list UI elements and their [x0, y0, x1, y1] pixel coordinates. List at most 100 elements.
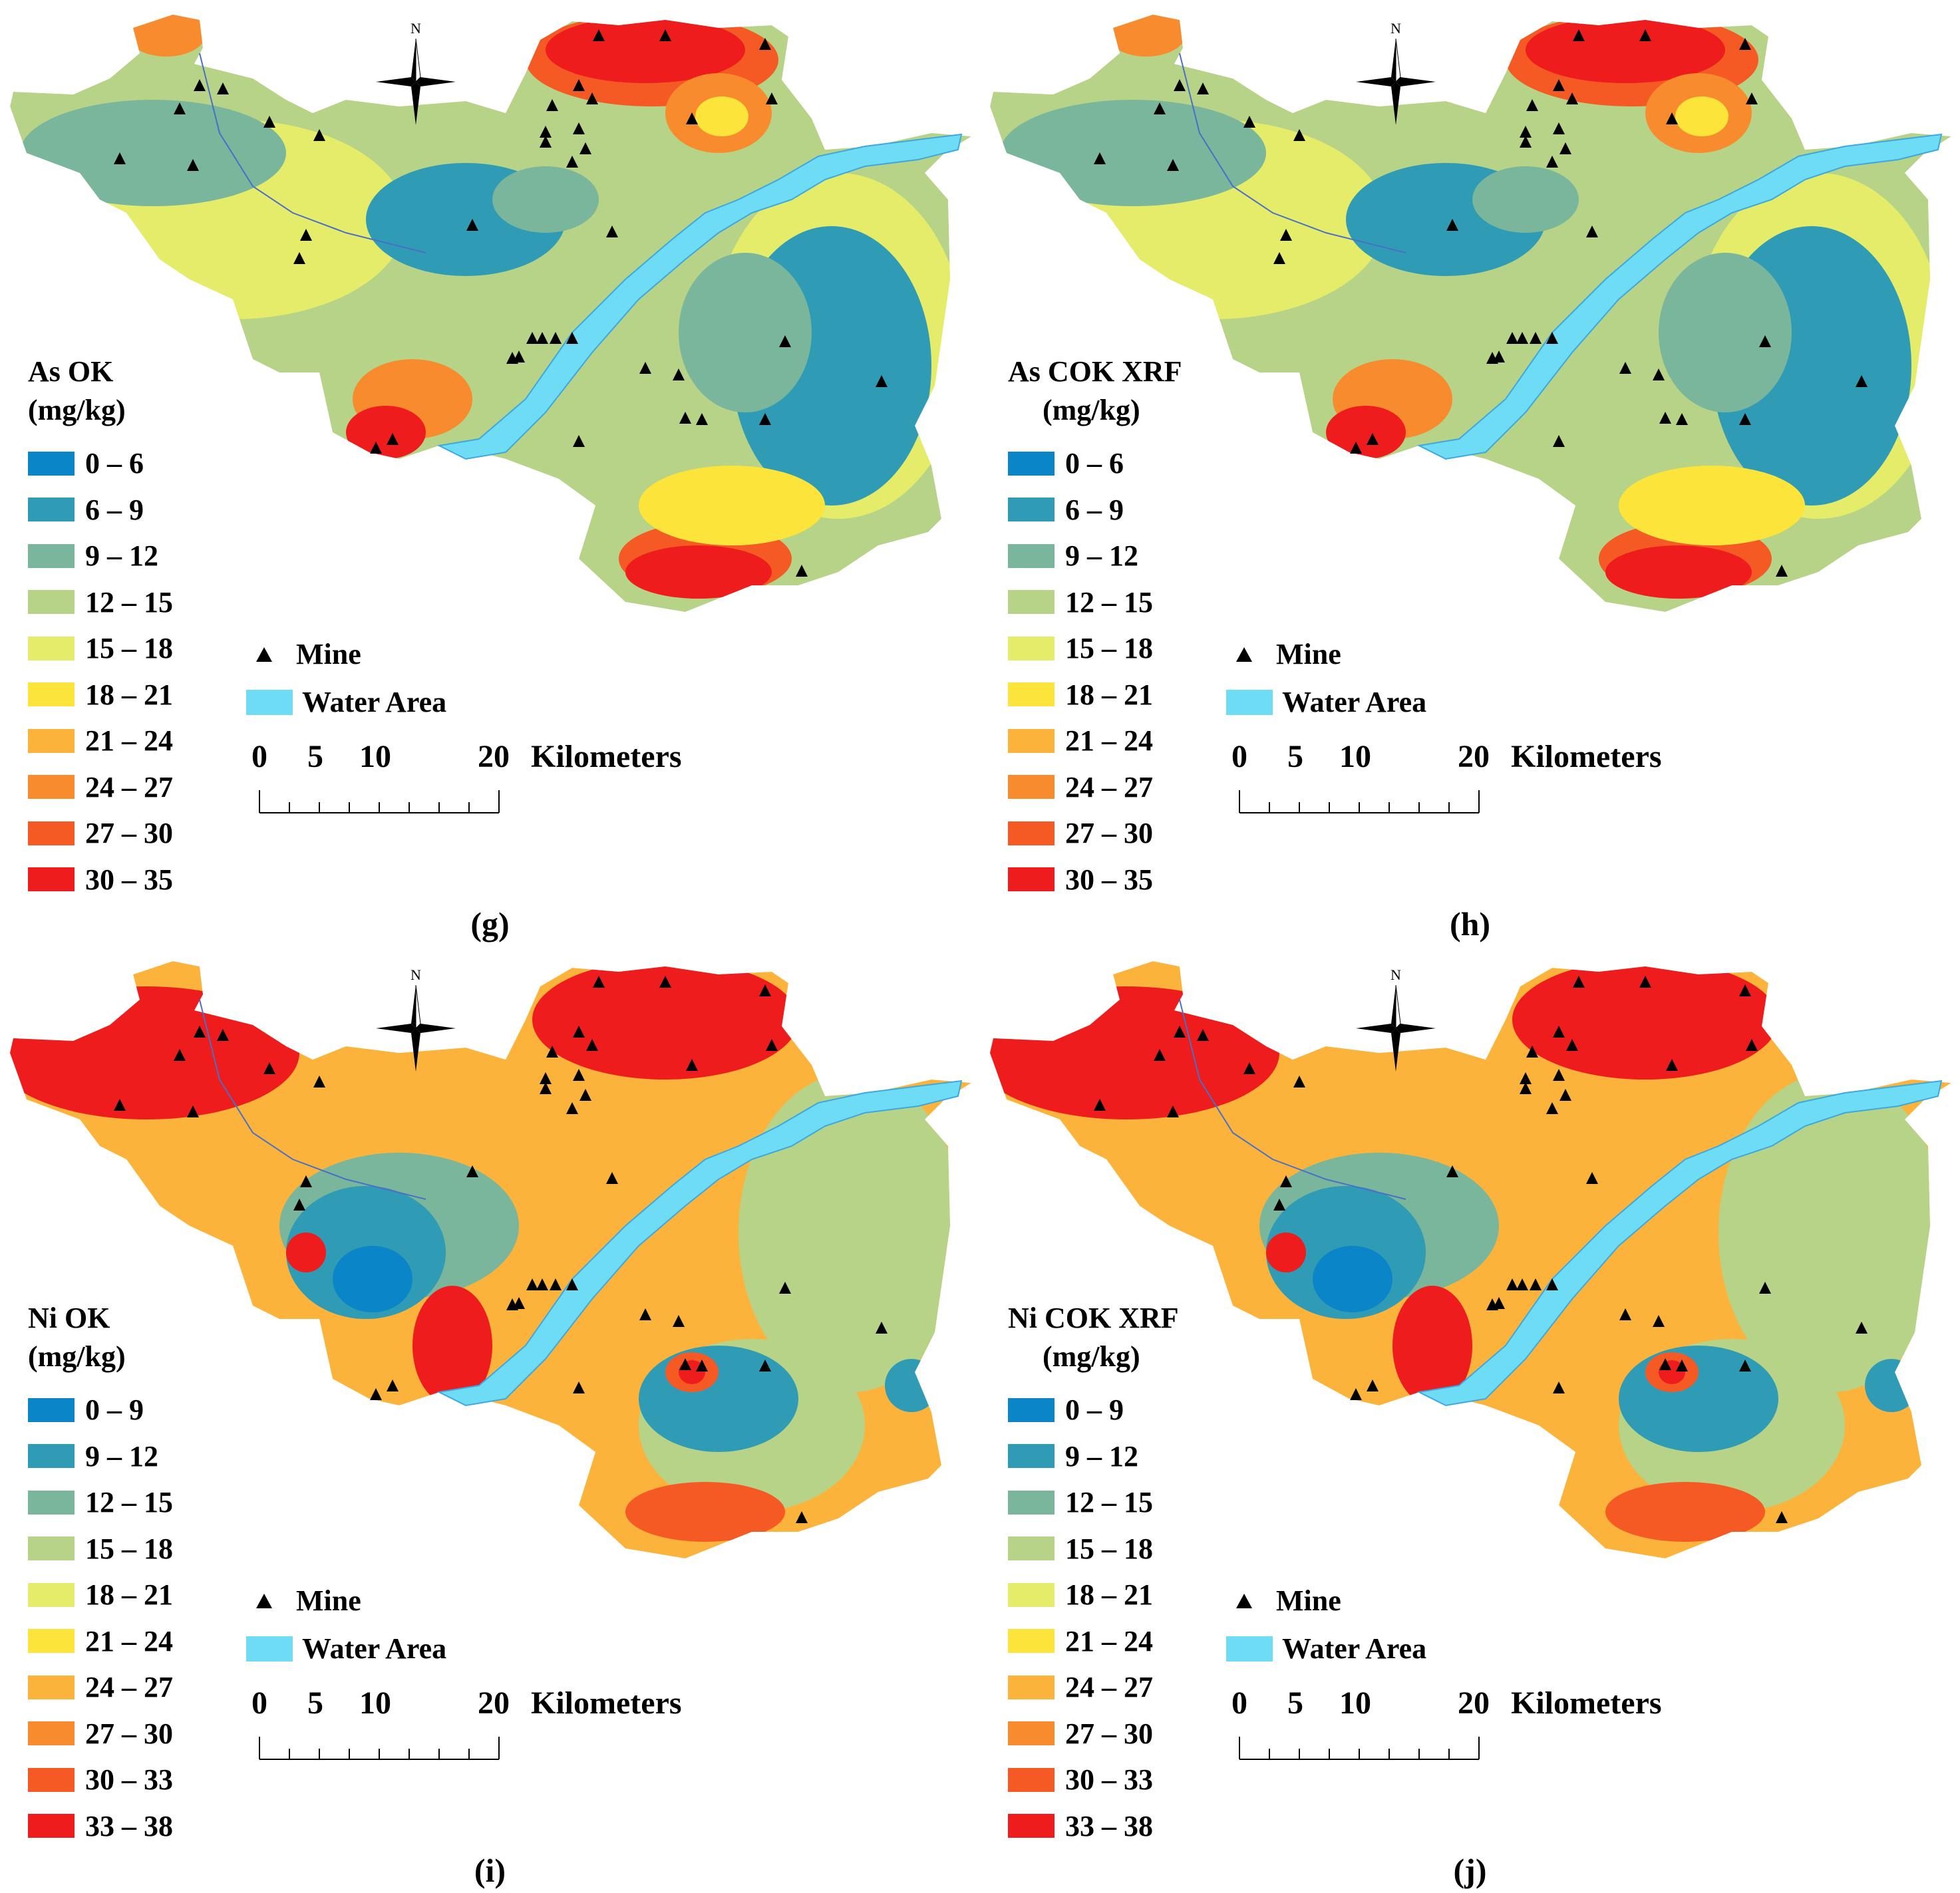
legend-label: 12 – 15 [85, 585, 173, 619]
stream-line [199, 53, 426, 253]
mine-marker [1167, 1105, 1179, 1117]
scale-label: 0 [1231, 1685, 1247, 1721]
mine-marker [370, 442, 382, 454]
mine-marker [1856, 375, 1868, 387]
legend-item: 12 – 15 [1008, 579, 1153, 626]
north-arrow: N [1353, 19, 1439, 128]
legend-title-element: As OK [28, 355, 114, 388]
legend-label: 9 – 12 [1065, 539, 1138, 573]
zone-south-blue [639, 1346, 798, 1452]
legend-title-element: As COK XRF [1008, 355, 1182, 388]
zone-east [1718, 1073, 1945, 1392]
mine-marker [573, 1069, 585, 1081]
mine-marker [606, 225, 618, 237]
zone-sw-red [346, 406, 426, 459]
mine-marker [1516, 332, 1528, 344]
scale-bar: 0 5 10 20 Kilometers [1226, 738, 1662, 818]
mine-marker [1676, 413, 1688, 425]
zone-nw [1000, 100, 1266, 206]
mine-marker [540, 136, 552, 148]
scale-unit: Kilometers [1511, 1685, 1662, 1721]
legend-title-element: Ni COK XRF [1008, 1302, 1179, 1334]
legend-swatch [28, 728, 75, 753]
legend-label: 27 – 30 [1065, 817, 1153, 850]
legend-label: 15 – 18 [85, 632, 173, 665]
legend-label: 18 – 21 [85, 678, 173, 711]
legend-swatch [28, 1721, 75, 1746]
legend-swatch [1008, 1675, 1055, 1699]
legend-swatch [1008, 728, 1055, 753]
legend: 0 – 9 9 – 12 12 – 15 15 – 18 18 – 21 21 – 24 2… [1008, 1387, 1153, 1849]
zone-south-red [625, 545, 772, 599]
legend-swatch [1008, 498, 1055, 522]
mine-marker [1506, 332, 1518, 344]
legend-item: 27 – 30 [28, 810, 173, 857]
legend-label: 18 – 21 [1065, 678, 1153, 711]
legend-label: 27 – 30 [85, 817, 173, 850]
zone-north-yellow [695, 96, 748, 136]
zone-nw-red [10, 986, 299, 1119]
mine-marker [1520, 1082, 1532, 1094]
mine-marker [1280, 229, 1292, 241]
legend-swatch [28, 451, 75, 476]
mine-marker [1586, 1172, 1598, 1184]
legend-item: 0 – 6 [1008, 440, 1153, 487]
scale-label: 5 [307, 1685, 323, 1721]
zone-west-core [333, 1246, 412, 1312]
legend-label: 12 – 15 [85, 1486, 173, 1519]
mine-marker [659, 29, 671, 41]
legend-swatch [28, 821, 75, 845]
mine-marker [1586, 225, 1598, 237]
scale-bar: 0 5 10 20 Kilometers [246, 738, 682, 818]
mine-marker [1506, 1278, 1518, 1290]
mine-marker [194, 79, 206, 91]
legend-label: 9 – 12 [85, 1439, 158, 1473]
concentration-map [10, 961, 971, 1558]
legend-label: 27 – 30 [85, 1717, 173, 1750]
mine-marker [759, 984, 771, 996]
scale-label: 10 [359, 1685, 391, 1721]
mine-marker [387, 433, 399, 445]
legend-item: 18 – 21 [28, 672, 173, 718]
legend-item: 18 – 21 [28, 1572, 173, 1618]
legend-item: 27 – 30 [1008, 810, 1153, 857]
concentration-map [990, 15, 1951, 612]
mine-marker [217, 82, 229, 94]
water-swatch [246, 1636, 293, 1662]
mine-marker [1546, 1278, 1558, 1290]
mine-marker [1516, 1278, 1528, 1290]
zone-east-green [1659, 253, 1792, 412]
stream-line [1179, 999, 1406, 1200]
legend-title: Ni COK XRF (mg/kg) [1008, 1299, 1179, 1376]
mine-marker [1530, 332, 1542, 344]
mine-marker [1573, 29, 1585, 41]
mine-marker [586, 1039, 598, 1051]
legend-label: 24 – 27 [85, 1671, 173, 1704]
legend-swatch [1008, 590, 1055, 615]
mine-marker [550, 332, 562, 344]
mine-marker [513, 351, 525, 363]
legend-title-unit: (mg/kg) [1043, 394, 1140, 426]
panel-caption: (i) [474, 1852, 506, 1889]
legend-label: 15 – 18 [1065, 1532, 1153, 1565]
mine-marker [1746, 92, 1758, 104]
mine-marker [1243, 1062, 1255, 1074]
mine-marker [546, 1046, 558, 1058]
mine-marker [1243, 116, 1255, 128]
legend-swatch [28, 636, 75, 660]
legend-label: 12 – 15 [1065, 1486, 1153, 1519]
scale-label: 10 [1339, 739, 1371, 774]
mine-marker [387, 1380, 399, 1391]
legend-item: 12 – 15 [28, 579, 173, 626]
mine-marker [1446, 219, 1458, 231]
mine-marker [1553, 435, 1565, 447]
legend-label: 21 – 24 [1065, 724, 1153, 758]
legend-swatch [28, 498, 75, 522]
legend-label: 18 – 21 [85, 1578, 173, 1612]
mine-marker [1659, 1358, 1671, 1370]
mine-marker [293, 1199, 305, 1211]
zone-south-yellow [1619, 466, 1805, 545]
mine-marker [1639, 29, 1651, 41]
legend-item: 0 – 6 [28, 440, 173, 487]
mine-marker [1293, 1076, 1305, 1088]
